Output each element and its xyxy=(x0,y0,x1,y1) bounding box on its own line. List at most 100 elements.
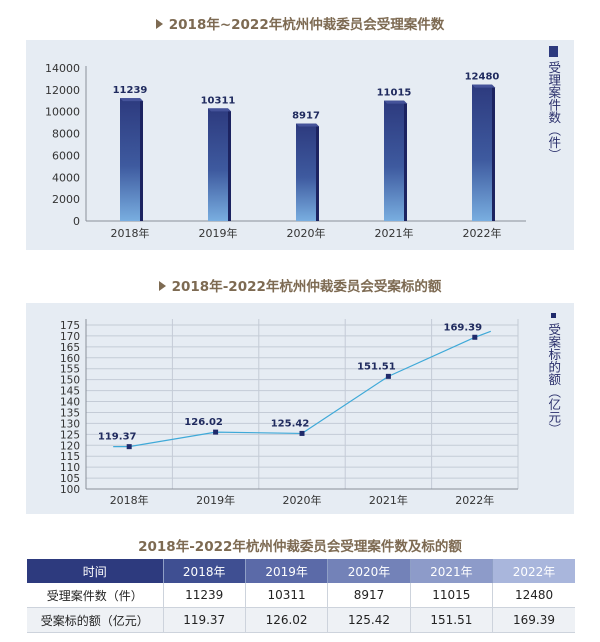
bar-side xyxy=(492,84,495,222)
legend-line-marker xyxy=(550,313,556,318)
point-data-label: 169.39 xyxy=(444,322,483,333)
table-header-year: 2019年 xyxy=(245,559,329,583)
value-cell: 12480 xyxy=(492,583,575,608)
y-tick-label: 120 xyxy=(60,440,80,452)
y-tick-label: 8000 xyxy=(52,128,80,141)
point-data-label: 125.42 xyxy=(271,418,310,429)
y-tick-label: 10000 xyxy=(45,106,80,119)
x-tick-label: 2019年 xyxy=(199,226,238,240)
chart2-legend: 受案标的额（亿元） xyxy=(542,313,564,436)
x-tick-label: 2021年 xyxy=(369,493,408,507)
bar-top xyxy=(208,108,231,112)
y-tick-label: 105 xyxy=(60,473,80,485)
data-point xyxy=(472,334,478,340)
point-data-label: 151.51 xyxy=(357,361,396,372)
bar-data-label: 8917 xyxy=(292,111,320,122)
x-tick-label: 2020年 xyxy=(283,493,322,507)
bar xyxy=(384,100,404,221)
bar-data-label: 11239 xyxy=(113,85,148,96)
y-tick-label: 150 xyxy=(60,375,80,387)
y-tick-label: 135 xyxy=(60,407,80,419)
chart1-title: 2018年~2022年杭州仲裁委员会受理案件数 xyxy=(0,13,600,33)
bar-side xyxy=(316,123,319,221)
value-cell: 11015 xyxy=(410,583,494,608)
bar-side xyxy=(140,98,143,221)
row-label-cell: 受理案件数（件） xyxy=(27,583,164,608)
data-point xyxy=(126,444,132,450)
chart1-legend: 受理案件数（件） xyxy=(542,46,564,161)
bar-data-label: 10311 xyxy=(201,95,236,106)
y-tick-label: 145 xyxy=(60,386,80,398)
value-cell: 10311 xyxy=(245,583,329,608)
chart1-panel: 0 2000 4000 6000 8000 10000 12000 14000 11239 201… xyxy=(26,40,574,250)
chart2-legend-label: 受案标的额（亿元） xyxy=(546,323,562,436)
table-header-label: 时间 xyxy=(27,559,164,583)
value-cell: 125.42 xyxy=(327,607,411,633)
x-tick-label: 2018年 xyxy=(111,226,150,240)
row-label-cell: 受案标的额（亿元） xyxy=(27,607,164,633)
table-header-year: 2020年 xyxy=(327,559,411,583)
value-cell: 11239 xyxy=(163,583,246,608)
y-tick-label: 155 xyxy=(60,364,80,376)
x-tick-label: 2018年 xyxy=(110,493,149,507)
y-tick-label: 12000 xyxy=(45,84,80,97)
bar-side xyxy=(228,108,231,221)
y-tick-label: 115 xyxy=(60,451,80,463)
y-tick-label: 130 xyxy=(60,418,80,430)
table-header-row: 时间 2018年 2019年 2020年 2021年 2022年 xyxy=(27,559,575,583)
chart1-legend-label: 受理案件数（件） xyxy=(546,61,562,161)
data-point xyxy=(299,430,305,436)
y-tick-label: 110 xyxy=(60,462,80,474)
point-data-label: 126.02 xyxy=(184,417,223,428)
line-chart: 1001051101151201251301351401451501551601… xyxy=(60,319,519,507)
bar-top xyxy=(472,84,495,88)
data-table: 时间 2018年 2019年 2020年 2021年 2022年 受理案件数（件） 1123… xyxy=(27,559,575,633)
bar-top xyxy=(296,123,319,127)
bar-data-label: 12480 xyxy=(465,72,500,83)
table-header-year: 2018年 xyxy=(163,559,246,583)
table-row: 受理案件数（件） 11239 10311 8917 11015 12480 xyxy=(27,583,575,608)
bar-top xyxy=(120,98,143,102)
bar xyxy=(120,98,140,221)
bar-data-label: 11015 xyxy=(377,88,412,99)
x-tick-label: 2022年 xyxy=(463,226,502,240)
value-cell: 8917 xyxy=(327,583,411,608)
y-tick-label: 0 xyxy=(73,215,80,228)
value-cell: 151.51 xyxy=(410,607,494,633)
data-point xyxy=(213,429,219,435)
value-cell: 119.37 xyxy=(163,607,246,633)
y-tick-label: 125 xyxy=(60,429,80,441)
chart2-title: 2018年-2022年杭州仲裁委员会受案标的额 xyxy=(0,275,600,295)
table-header-year: 2021年 xyxy=(410,559,494,583)
y-tick-label: 140 xyxy=(60,397,80,409)
x-tick-label: 2019年 xyxy=(196,493,235,507)
chart2-panel: 100 105 110 115 120 125 130 135 140 145 150 155 160 1… xyxy=(26,303,574,514)
value-cell: 126.02 xyxy=(245,607,329,633)
bar xyxy=(472,84,492,222)
y-tick-label: 2000 xyxy=(52,193,80,206)
bar-side xyxy=(404,100,407,221)
y-tick-label: 100 xyxy=(60,484,80,496)
bar xyxy=(208,108,228,221)
y-tick-label: 175 xyxy=(60,320,80,332)
y-tick-label: 165 xyxy=(60,342,80,354)
y-tick-label: 4000 xyxy=(52,171,80,184)
bar-top xyxy=(384,100,407,104)
bar-chart: 0 2000 4000 6000 8000 10000 12000 14000 11239 201… xyxy=(45,62,526,240)
y-tick-label: 6000 xyxy=(52,149,80,162)
bar xyxy=(296,123,316,221)
table-row: 受案标的额（亿元） 119.37 126.02 125.42 151.51 169.39 xyxy=(27,607,575,633)
title-triangle-icon xyxy=(158,281,166,291)
y-tick-label: 170 xyxy=(60,331,80,343)
table-header-year: 2022年 xyxy=(492,559,575,583)
table-title: 2018年-2022年杭州仲裁委员会受理案件数及标的额 xyxy=(138,539,462,555)
value-cell: 169.39 xyxy=(492,607,575,633)
point-data-label: 119.37 xyxy=(98,432,137,443)
x-tick-label: 2022年 xyxy=(455,493,494,507)
x-tick-label: 2020年 xyxy=(287,226,326,240)
title-triangle-icon xyxy=(155,19,163,29)
legend-bar-swatch xyxy=(548,46,558,57)
x-tick-label: 2021年 xyxy=(375,226,414,240)
y-tick-label: 14000 xyxy=(45,62,80,75)
data-point xyxy=(385,373,391,379)
